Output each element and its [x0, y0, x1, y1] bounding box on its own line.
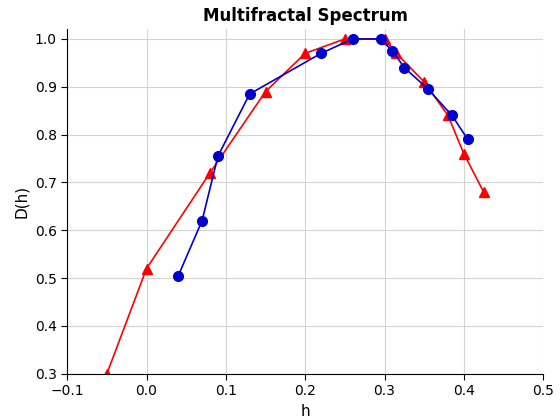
- Title: Multifractal Spectrum: Multifractal Spectrum: [203, 7, 408, 25]
- X-axis label: h: h: [300, 404, 310, 419]
- Y-axis label: D(h): D(h): [14, 185, 29, 218]
